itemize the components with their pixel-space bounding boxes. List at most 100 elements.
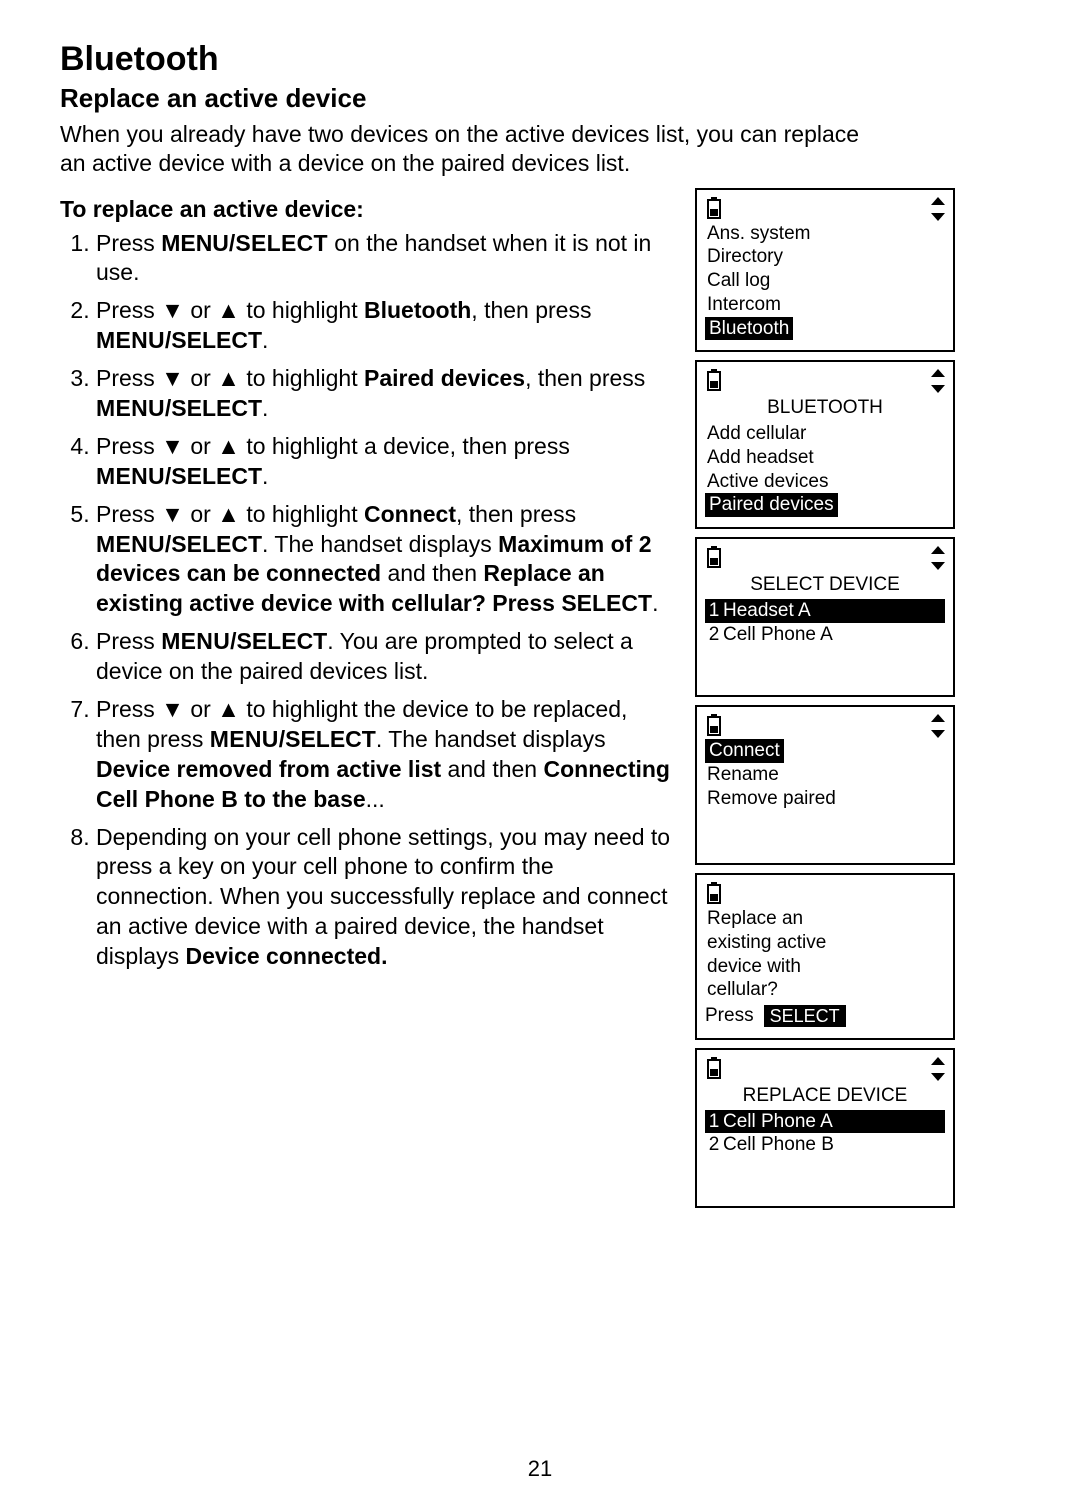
menu-item-selected: Connect [705, 739, 784, 763]
prompt-line: existing active [705, 931, 945, 955]
procedure-heading: To replace an active device: [60, 196, 675, 223]
battery-icon [705, 882, 723, 906]
step-smallcaps: MENU [96, 463, 165, 489]
step: Press MENU/SELECT on the handset when it… [96, 229, 675, 289]
step-bold: /SELECT [165, 463, 262, 489]
prompt-line: Replace an [705, 907, 945, 931]
step-bold: Connect [364, 501, 456, 527]
handset-screens: Ans. system Directory Call log Intercom … [695, 188, 955, 1216]
step-bold: Device removed from active list [96, 756, 441, 782]
step: Press ▼ or ▲ to highlight Connect, then … [96, 500, 675, 620]
updown-arrows-icon [931, 369, 945, 393]
step-bold: /SELECT [165, 327, 262, 353]
select-chip: SELECT [764, 1005, 846, 1028]
step-text: . [262, 463, 268, 489]
menu-item-selected: Bluetooth [705, 317, 793, 341]
step-smallcaps: MENU [96, 531, 165, 557]
screen-replace-device: REPLACE DEVICE 1Cell Phone A 2Cell Phone… [695, 1048, 955, 1208]
menu-item: Remove paired [705, 787, 945, 811]
row-text: Cell Phone B [723, 1133, 834, 1157]
battery-icon [705, 197, 723, 221]
step-smallcaps: MENU [96, 327, 165, 353]
menu-item-selected: Paired devices [705, 493, 838, 517]
battery-icon [705, 369, 723, 393]
updown-arrows-icon [931, 714, 945, 738]
step: Depending on your cell phone settings, y… [96, 823, 675, 972]
screen-title: REPLACE DEVICE [705, 1084, 945, 1108]
step-text: and then [381, 560, 483, 586]
step-text: Press ▼ or ▲ to highlight a device, then… [96, 433, 570, 459]
step-text: , then press [525, 365, 645, 391]
procedure-list: Press MENU/SELECT on the handset when it… [60, 229, 675, 972]
row-text: Cell Phone A [723, 623, 833, 647]
row-number: 2 [705, 623, 723, 647]
step: Press ▼ or ▲ to highlight the device to … [96, 695, 675, 815]
step-bold: MENU/ [161, 230, 235, 256]
step-bold: /SELECT [165, 531, 262, 557]
device-row: 2Cell Phone B [705, 1133, 945, 1157]
step-text: . The handset displays [376, 726, 606, 752]
step-smallcaps: SELECT [235, 230, 328, 256]
updown-arrows-icon [931, 1057, 945, 1081]
step-bold: /SELECT [230, 628, 327, 654]
step-text: . [262, 395, 268, 421]
row-number: 1 [705, 599, 723, 623]
screen-select-device: SELECT DEVICE 1Headset A 2Cell Phone A [695, 537, 955, 697]
menu-item: Intercom [705, 293, 945, 317]
step-text: , then press [471, 297, 591, 323]
step: Press ▼ or ▲ to highlight a device, then… [96, 432, 675, 492]
screen-device-options: Connect Rename Remove paired [695, 705, 955, 865]
step-text: ... [366, 786, 385, 812]
device-row-selected: 1Headset A [705, 599, 945, 623]
prompt-line: device with [705, 955, 945, 979]
menu-item: Add headset [705, 446, 945, 470]
section-title: Bluetooth [60, 40, 1020, 79]
subsection-title: Replace an active device [60, 83, 1020, 114]
step-text: Press ▼ or ▲ to highlight [96, 501, 364, 527]
menu-item: Add cellular [705, 422, 945, 446]
step: Press MENU/SELECT. You are prompted to s… [96, 627, 675, 687]
menu-item: Call log [705, 269, 945, 293]
screen-bluetooth-menu: BLUETOOTH Add cellular Add headset Activ… [695, 360, 955, 529]
menu-item: Ans. system [705, 222, 945, 246]
step-bold: /SELECT [279, 726, 376, 752]
row-text: Cell Phone A [723, 1110, 833, 1134]
step-text: Press [96, 230, 161, 256]
screen-title: SELECT DEVICE [705, 573, 945, 597]
step-text: , then press [456, 501, 576, 527]
page-number: 21 [0, 1456, 1080, 1482]
step-smallcaps: MENU [161, 628, 230, 654]
updown-arrows-icon [931, 546, 945, 570]
screen-title: BLUETOOTH [705, 396, 945, 420]
menu-item: Active devices [705, 470, 945, 494]
battery-icon [705, 714, 723, 738]
menu-item: Directory [705, 245, 945, 269]
row-text: Headset A [723, 599, 811, 623]
step-bold: Paired devices [364, 365, 525, 391]
intro-text: When you already have two devices on the… [60, 120, 880, 178]
updown-arrows-icon [931, 197, 945, 221]
step-text: Press ▼ or ▲ to highlight [96, 297, 364, 323]
battery-icon [705, 1057, 723, 1081]
step-text: . [652, 590, 658, 616]
row-number: 1 [705, 1110, 723, 1134]
step-bold: /SELECT [165, 395, 262, 421]
step-text: . [262, 327, 268, 353]
step-text: Press [96, 628, 161, 654]
step-text: Press ▼ or ▲ to highlight [96, 365, 364, 391]
step: Press ▼ or ▲ to highlight Bluetooth, the… [96, 296, 675, 356]
battery-icon [705, 546, 723, 570]
press-label: Press [705, 1004, 754, 1028]
step-text: . The handset displays [262, 531, 498, 557]
step-bold: Device connected. [185, 943, 387, 969]
menu-item: Rename [705, 763, 945, 787]
step: Press ▼ or ▲ to highlight Paired devices… [96, 364, 675, 424]
device-row: 2Cell Phone A [705, 623, 945, 647]
step-text: and then [441, 756, 543, 782]
device-row-selected: 1Cell Phone A [705, 1110, 945, 1134]
prompt-line: cellular? [705, 978, 945, 1002]
step-smallcaps: MENU [96, 395, 165, 421]
step-smallcaps: MENU [210, 726, 279, 752]
row-number: 2 [705, 1133, 723, 1157]
screen-main-menu: Ans. system Directory Call log Intercom … [695, 188, 955, 353]
